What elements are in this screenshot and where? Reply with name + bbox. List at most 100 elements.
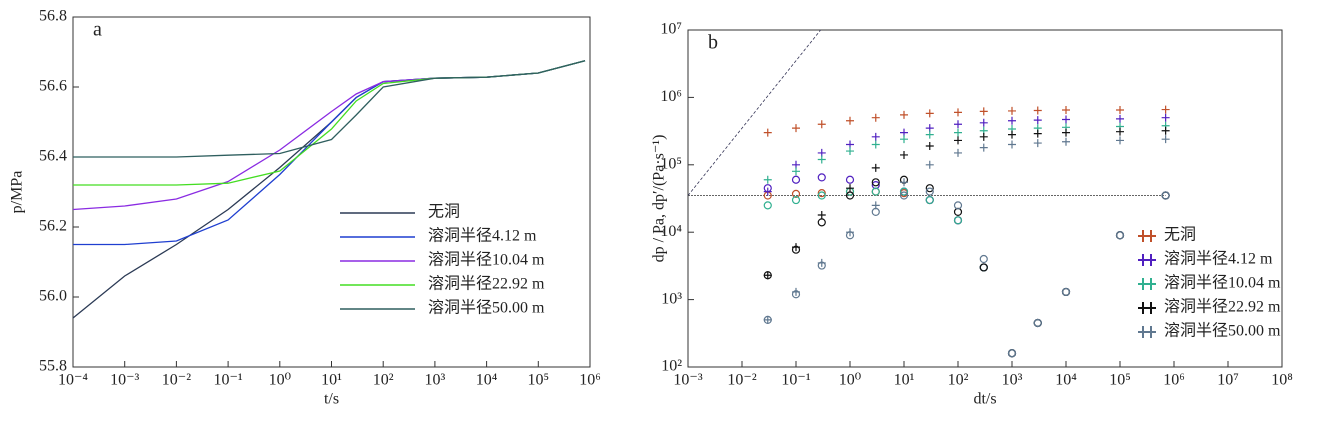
derivative-marker: [817, 218, 826, 227]
pressure-marker: [846, 147, 854, 156]
derivative-marker: [925, 187, 934, 196]
data-line: [73, 60, 586, 158]
pressure-marker: [846, 116, 854, 125]
x-axis-label: t/s: [324, 391, 339, 408]
y-tick-label: 10⁵: [660, 155, 682, 172]
legend-swatch: [1138, 230, 1156, 242]
panel-label: b: [708, 32, 718, 54]
pressure-marker: [1062, 137, 1070, 146]
pressure-marker: [979, 132, 988, 141]
pressure-marker: [1161, 113, 1170, 122]
pressure-marker: [1116, 127, 1124, 136]
x-tick-label: 10⁰: [839, 372, 861, 389]
x-tick-label: 10⁸: [1271, 372, 1293, 389]
derivative-marker: [925, 195, 934, 205]
y-tick-label: 10²: [661, 358, 682, 375]
derivative-marker: [763, 201, 772, 210]
x-tick-label: 10¹: [894, 372, 915, 389]
x-tick-label: 10³: [1002, 372, 1023, 389]
derivative-marker: [1115, 231, 1125, 240]
derivative-marker: [979, 254, 988, 264]
x-tick-label: 10⁵: [1109, 372, 1131, 389]
pressure-marker: [954, 148, 962, 157]
pressure-marker: [1033, 139, 1042, 148]
pressure-marker: [817, 155, 826, 164]
data-line: [73, 60, 586, 186]
pressure-marker: [1033, 106, 1042, 115]
legend-swatch: [1138, 326, 1156, 338]
pressure-marker: [763, 315, 772, 324]
pressure-marker: [925, 130, 934, 139]
x-tick-label: 10⁻²: [727, 372, 756, 389]
x-tick-label: 10⁶: [1163, 372, 1185, 389]
derivative-marker: [817, 173, 826, 182]
legend-label: 无洞: [1164, 226, 1196, 244]
pressure-marker: [1161, 126, 1170, 135]
derivative-marker: [871, 187, 880, 196]
pressure-marker: [1008, 106, 1016, 115]
y-tick-label: 10⁶: [660, 88, 682, 105]
data-line: [72, 60, 586, 211]
panel-label: a: [93, 19, 102, 41]
y-axis-label: p/MPa: [9, 171, 26, 214]
x-tick-label: 10⁰: [269, 372, 291, 389]
x-tick-label: 10³: [425, 372, 446, 389]
pressure-marker: [792, 124, 800, 133]
derivative-marker: [763, 271, 772, 280]
derivative-marker: [817, 191, 826, 200]
pressure-marker: [871, 140, 880, 149]
x-tick-label: 10⁻³: [110, 372, 139, 389]
pressure-marker: [954, 108, 962, 117]
pressure-marker: [1033, 116, 1042, 125]
derivative-marker: [925, 184, 934, 193]
pressure-marker: [900, 150, 908, 159]
derivative-marker: [953, 216, 963, 225]
legend-swatch: [1138, 254, 1156, 266]
pressure-marker: [792, 167, 800, 176]
derivative-marker: [791, 189, 801, 199]
y-axis-label: dp / Pa, dp′/(Pa·s⁻¹): [651, 135, 668, 263]
y-tick-label: 56.4: [39, 148, 67, 165]
pressure-marker: [925, 160, 934, 169]
derivative-marker: [791, 175, 801, 184]
derivative-marker: [871, 207, 880, 217]
legend-swatch: [1138, 302, 1156, 314]
y-tick-label: 56.8: [39, 8, 67, 25]
y-tick-label: 55.8: [39, 358, 67, 375]
pressure-marker: [817, 120, 826, 129]
pressure-marker: [1062, 128, 1070, 137]
pressure-marker: [925, 109, 934, 118]
pressure-marker: [1161, 105, 1170, 114]
unit-slope-line: [687, 29, 821, 196]
pressure-marker: [1116, 136, 1124, 145]
derivative-marker: [791, 245, 801, 254]
pressure-marker: [871, 163, 880, 172]
pressure-marker: [1008, 116, 1016, 125]
pressure-marker: [954, 136, 962, 145]
pressure-marker: [1062, 115, 1070, 124]
y-tick-label: 56.2: [39, 218, 67, 235]
derivative-marker: [817, 189, 826, 198]
pressure-marker: [1062, 106, 1070, 115]
x-tick-label: 10²: [373, 372, 394, 389]
legend-label: 溶洞半径50.00 m: [1164, 322, 1281, 340]
derivative-marker: [845, 175, 855, 184]
pressure-marker: [846, 184, 854, 193]
pressure-marker: [763, 175, 772, 184]
derivative-marker: [871, 178, 880, 187]
x-tick-label: 10⁻⁴: [58, 372, 88, 389]
pressure-marker: [954, 120, 962, 129]
x-tick-label: 10⁵: [528, 372, 550, 389]
legend-swatch: [1138, 278, 1156, 290]
x-tick-label: 10⁻²: [162, 372, 191, 389]
x-tick-label: 10²: [948, 372, 969, 389]
y-tick-label: 10³: [661, 290, 682, 307]
legend-label: 溶洞半径10.04 m: [1164, 274, 1281, 292]
legend-label: 溶洞半径10.04 m: [428, 251, 545, 269]
derivative-marker: [845, 231, 855, 240]
legend-label: 无洞: [428, 203, 460, 221]
derivative-marker: [899, 191, 909, 200]
y-tick-label: 56.0: [39, 288, 67, 305]
x-tick-label: 10⁻¹: [781, 372, 810, 389]
y-tick-label: 10⁷: [660, 21, 682, 38]
